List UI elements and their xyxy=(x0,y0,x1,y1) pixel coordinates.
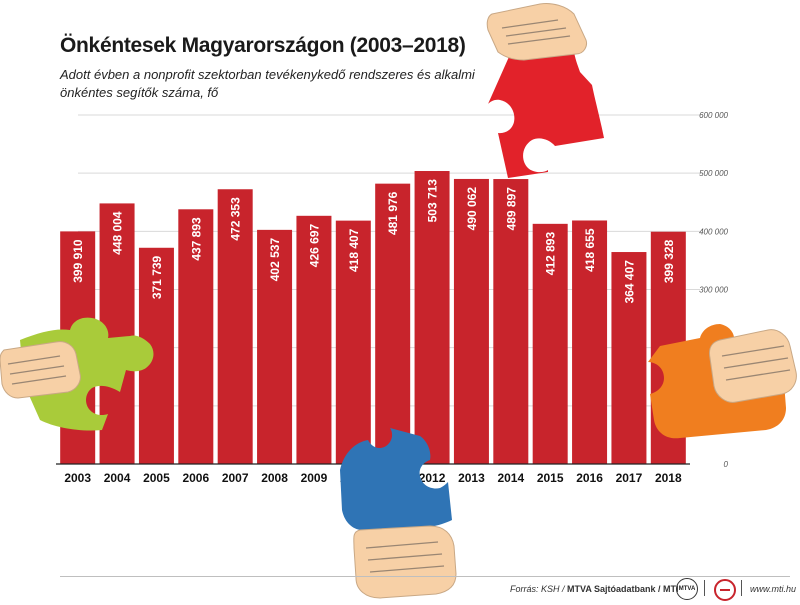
footer-divider xyxy=(60,576,790,577)
footer-separator xyxy=(741,580,742,596)
data-label: 472 353 xyxy=(229,197,243,241)
y-tick-label: 0 xyxy=(724,460,729,469)
footer-separator xyxy=(704,580,705,596)
y-tick-label: 300 000 xyxy=(699,286,728,295)
y-tick-label: 600 000 xyxy=(699,111,728,120)
x-tick-label: 2008 xyxy=(261,471,288,485)
x-tick-label: 2004 xyxy=(104,471,131,485)
blue-puzzle-hand-icon xyxy=(340,428,457,599)
bar-layer: 399 910 448 004 371 739 437 893 472 353 402 5… xyxy=(60,171,686,465)
data-label: 503 713 xyxy=(426,179,440,223)
x-tick-label: 2005 xyxy=(143,471,170,485)
data-label: 418 407 xyxy=(347,228,361,272)
x-tick-label: 2018 xyxy=(655,471,682,485)
x-tick-label: 2013 xyxy=(458,471,485,485)
data-label: 364 407 xyxy=(622,260,636,304)
data-label: 481 976 xyxy=(386,191,400,235)
mtva-logo: MTVA xyxy=(676,578,698,600)
orange-puzzle-hand-icon xyxy=(648,324,797,439)
bar xyxy=(611,252,647,464)
bar xyxy=(217,189,253,465)
bar xyxy=(493,179,529,464)
source-prefix: Forrás: KSH / xyxy=(510,584,568,594)
data-label: 490 062 xyxy=(465,187,479,231)
bar xyxy=(532,223,568,464)
data-label: 412 893 xyxy=(544,232,558,276)
data-label: 371 739 xyxy=(150,255,164,299)
x-tick-label: 2007 xyxy=(222,471,249,485)
source-agency: MTVA Sajtóadatbank / MTI xyxy=(567,584,679,594)
y-tick-label: 400 000 xyxy=(699,227,728,236)
y-tick-label: 500 000 xyxy=(699,169,728,178)
x-tick-label: 2006 xyxy=(182,471,209,485)
data-label: 418 655 xyxy=(583,228,597,272)
bar xyxy=(178,209,214,464)
data-label: 399 910 xyxy=(71,239,85,283)
green-puzzle-hand-icon xyxy=(0,317,154,431)
x-tick-label: 2014 xyxy=(497,471,524,485)
data-label: 437 893 xyxy=(189,217,203,261)
source-credit: Forrás: KSH / MTVA Sajtóadatbank / MTI xyxy=(510,584,679,594)
bar xyxy=(375,183,411,464)
bar xyxy=(453,178,489,464)
bar xyxy=(296,215,332,464)
chart-subtitle: Adott évben a nonprofit szektorban tevék… xyxy=(60,67,475,100)
x-tick-label: 2016 xyxy=(576,471,603,485)
red-puzzle-hand-icon xyxy=(486,3,604,178)
bar xyxy=(572,220,608,464)
x-tick-label: 2009 xyxy=(301,471,328,485)
data-label: 402 537 xyxy=(268,238,282,282)
bar xyxy=(257,229,293,464)
site-link[interactable]: www.mti.hu xyxy=(750,584,797,594)
mti-logo-icon xyxy=(714,579,736,601)
data-label: 399 328 xyxy=(662,239,676,283)
footer: Forrás: KSH / MTVA Sajtóadatbank / MTI M… xyxy=(0,576,800,605)
x-tick-label: 2003 xyxy=(64,471,91,485)
x-tick-label: 2012 xyxy=(419,471,446,485)
bar xyxy=(335,220,371,464)
data-label: 448 004 xyxy=(111,211,125,255)
chart-title: Önkéntesek Magyarországon (2003–2018) xyxy=(60,34,466,57)
x-tick-label: 2017 xyxy=(616,471,643,485)
data-label: 426 697 xyxy=(307,223,321,267)
x-tick-label: 2015 xyxy=(537,471,564,485)
bar xyxy=(414,171,450,464)
data-label: 489 897 xyxy=(504,187,518,231)
